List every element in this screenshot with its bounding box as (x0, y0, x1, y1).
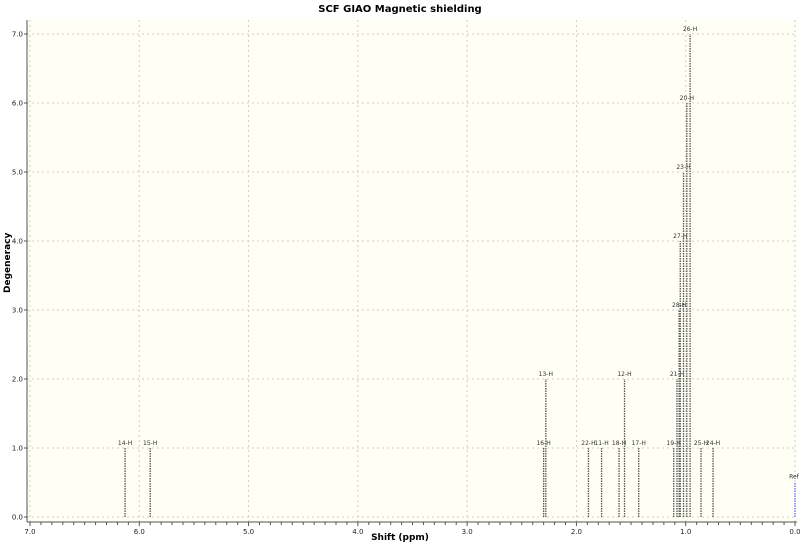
peak-label: 26-H (683, 26, 697, 33)
x-tick-label: 3.0 (462, 528, 473, 536)
peak-label: 24-H (706, 440, 720, 447)
y-tick-label: 3.0 (12, 307, 23, 315)
peak-label: 23-H (676, 164, 690, 171)
peak-label: 17-H (632, 440, 646, 447)
y-tick-label: 2.0 (12, 376, 23, 384)
x-tick-label: 2.0 (571, 528, 582, 536)
peak-label: 22-H (581, 440, 595, 447)
peak-label: 18-H (612, 440, 626, 447)
chart-title: SCF GIAO Magnetic shielding (318, 4, 482, 15)
y-tick-label: 6.0 (12, 100, 23, 108)
peak-label: 19-H (667, 440, 681, 447)
x-tick-label: 4.0 (352, 528, 363, 536)
peak-label: 21-H (670, 371, 684, 378)
peak-label: 15-H (143, 440, 157, 447)
plot-background (27, 20, 797, 522)
reference-label: Ref (789, 474, 800, 481)
peak-label: 11-H (594, 440, 608, 447)
x-tick-label: 5.0 (243, 528, 254, 536)
peak-label: 13-H (539, 371, 553, 378)
y-tick-label: 5.0 (12, 169, 23, 177)
peak-label: 16-H (536, 440, 550, 447)
x-tick-label: 1.0 (680, 528, 691, 536)
y-tick-label: 1.0 (12, 445, 23, 453)
x-tick-label: 6.0 (134, 528, 145, 536)
x-tick-label: 0.0 (789, 528, 800, 536)
peak-label: 28-H (672, 302, 686, 309)
peak-label: 20-H (680, 95, 694, 102)
x-axis-label: Shift (ppm) (371, 533, 429, 543)
peak-label: 25-H (694, 440, 708, 447)
peak-label: 12-H (617, 371, 631, 378)
y-tick-label: 4.0 (12, 238, 23, 246)
peak-label: 14-H (118, 440, 132, 447)
y-tick-label: 7.0 (12, 31, 23, 39)
peak-label: 27-H (673, 233, 687, 240)
y-tick-label: 0.0 (12, 514, 23, 522)
x-tick-label: 7.0 (24, 528, 35, 536)
